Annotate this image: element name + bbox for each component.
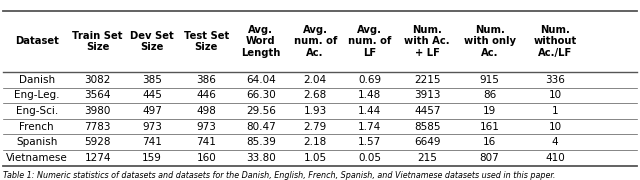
Text: Dev Set
Size: Dev Set Size: [130, 31, 174, 52]
Text: 741: 741: [196, 137, 216, 147]
Text: Eng-Sci.: Eng-Sci.: [15, 106, 58, 116]
Text: Eng-Leg.: Eng-Leg.: [14, 90, 60, 100]
Text: 0.69: 0.69: [358, 75, 381, 85]
Text: 445: 445: [142, 90, 162, 100]
Text: 915: 915: [479, 75, 500, 85]
Text: Avg.
Word
Length: Avg. Word Length: [241, 25, 280, 58]
Text: 4457: 4457: [414, 106, 440, 116]
Text: 1.57: 1.57: [358, 137, 381, 147]
Text: 33.80: 33.80: [246, 153, 276, 163]
Text: 161: 161: [479, 122, 500, 132]
Text: Dataset: Dataset: [15, 36, 59, 46]
Text: 6649: 6649: [414, 137, 440, 147]
Text: Vietnamese: Vietnamese: [6, 153, 68, 163]
Text: 1274: 1274: [84, 153, 111, 163]
Text: Avg.
num. of
LF: Avg. num. of LF: [348, 25, 391, 58]
Text: 159: 159: [142, 153, 162, 163]
Text: 215: 215: [417, 153, 437, 163]
Text: 19: 19: [483, 106, 496, 116]
Text: 497: 497: [142, 106, 162, 116]
Text: 1.74: 1.74: [358, 122, 381, 132]
Text: 336: 336: [545, 75, 565, 85]
Text: 80.47: 80.47: [246, 122, 276, 132]
Text: 973: 973: [142, 122, 162, 132]
Text: French: French: [19, 122, 54, 132]
Text: 741: 741: [142, 137, 162, 147]
Text: Num.
with Ac.
+ LF: Num. with Ac. + LF: [404, 25, 450, 58]
Text: Danish: Danish: [19, 75, 55, 85]
Text: 8585: 8585: [414, 122, 440, 132]
Text: 2.18: 2.18: [303, 137, 327, 147]
Text: 498: 498: [196, 106, 216, 116]
Text: 85.39: 85.39: [246, 137, 276, 147]
Text: Spanish: Spanish: [16, 137, 58, 147]
Text: 2.04: 2.04: [303, 75, 327, 85]
Text: 3564: 3564: [84, 90, 111, 100]
Text: 446: 446: [196, 90, 216, 100]
Text: 1: 1: [552, 106, 559, 116]
Text: 10: 10: [548, 122, 562, 132]
Text: 410: 410: [545, 153, 565, 163]
Text: 29.56: 29.56: [246, 106, 276, 116]
Text: 385: 385: [142, 75, 162, 85]
Text: 2.79: 2.79: [303, 122, 327, 132]
Text: 10: 10: [548, 90, 562, 100]
Text: 4: 4: [552, 137, 559, 147]
Text: 1.05: 1.05: [303, 153, 327, 163]
Text: Avg.
num. of
Ac.: Avg. num. of Ac.: [294, 25, 337, 58]
Text: 386: 386: [196, 75, 216, 85]
Text: 973: 973: [196, 122, 216, 132]
Text: 1.93: 1.93: [303, 106, 327, 116]
Text: 7783: 7783: [84, 122, 111, 132]
Text: 3980: 3980: [84, 106, 111, 116]
Text: Num.
with only
Ac.: Num. with only Ac.: [463, 25, 516, 58]
Text: Test Set
Size: Test Set Size: [184, 31, 229, 52]
Text: 807: 807: [480, 153, 499, 163]
Text: Train Set
Size: Train Set Size: [72, 31, 123, 52]
Text: 3082: 3082: [84, 75, 111, 85]
Text: Table 1: Numeric statistics of datasets and datasets for the Danish, English, Fr: Table 1: Numeric statistics of datasets …: [3, 171, 556, 180]
Text: 16: 16: [483, 137, 496, 147]
Text: 86: 86: [483, 90, 496, 100]
Text: 66.30: 66.30: [246, 90, 276, 100]
Text: 0.05: 0.05: [358, 153, 381, 163]
Text: 3913: 3913: [414, 90, 440, 100]
Text: 160: 160: [196, 153, 216, 163]
Text: 2.68: 2.68: [303, 90, 327, 100]
Text: 64.04: 64.04: [246, 75, 276, 85]
Text: 1.44: 1.44: [358, 106, 381, 116]
Text: 5928: 5928: [84, 137, 111, 147]
Text: 1.48: 1.48: [358, 90, 381, 100]
Text: 2215: 2215: [414, 75, 440, 85]
Text: Num.
without
Ac./LF: Num. without Ac./LF: [534, 25, 577, 58]
